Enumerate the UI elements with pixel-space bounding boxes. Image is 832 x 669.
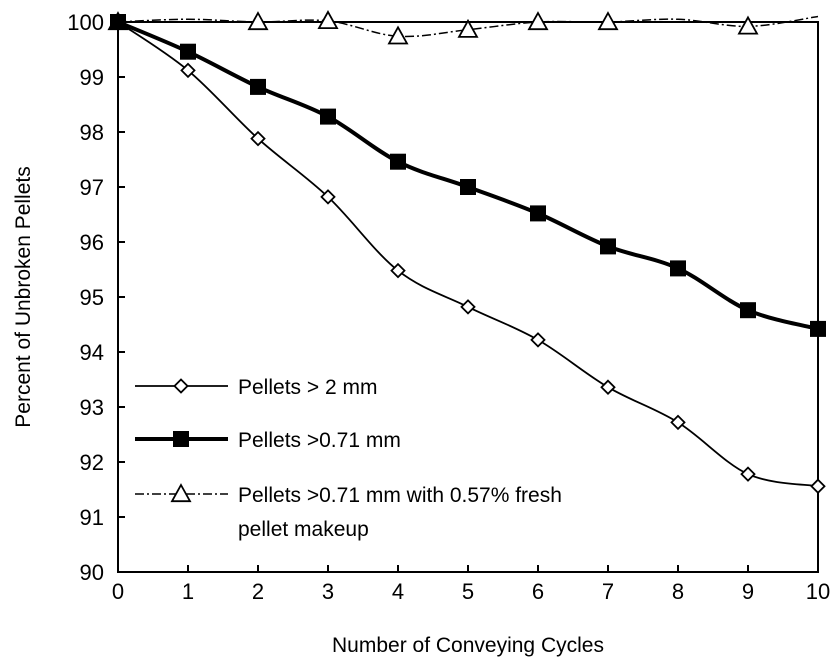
series-pellets-071mm-makeup-point: [457, 18, 479, 38]
legend-label: pellet makeup: [238, 518, 369, 541]
legend-marker: [173, 378, 189, 394]
series-pellets-071mm-makeup-point: [247, 11, 269, 31]
series-pellets-071mm-point: [530, 205, 546, 222]
y-tick-label: 94: [80, 340, 104, 365]
legend-item: Pellets >0.71 mm with 0.57% fresh pellet …: [135, 483, 562, 541]
x-tick-label: 10: [806, 579, 830, 604]
y-tick-label: 98: [80, 120, 104, 145]
series-pellets-071mm-makeup-point: [527, 11, 549, 31]
y-tick-label: 97: [80, 175, 104, 200]
series-pellets-2mm-point: [530, 332, 546, 348]
legend-label: Pellets >0.71 mm: [238, 429, 401, 452]
y-tick-label: 99: [80, 65, 104, 90]
series-pellets-2mm-point: [320, 189, 336, 205]
y-tick-label: 96: [80, 230, 104, 255]
y-tick-label: 90: [80, 560, 104, 585]
x-tick-label: 6: [532, 579, 544, 604]
series-pellets-2mm-point: [670, 414, 686, 431]
series-pellets-071mm-makeup-point: [387, 25, 409, 45]
series-pellets-071mm-point: [180, 43, 196, 60]
x-tick-label: 4: [392, 579, 404, 604]
legend-marker: [170, 483, 192, 503]
x-tick-label: 8: [672, 579, 684, 604]
x-tick-label: 5: [462, 579, 474, 604]
series-pellets-2mm-point: [740, 466, 756, 482]
series-pellets-071mm-point: [670, 260, 686, 277]
axis-ticks: 0 1 2 3 4 5 6 7 8 9 10 90 91 92 93 94 95 96 97 98 99 100: [67, 10, 830, 604]
x-tick-label: 7: [602, 579, 614, 604]
x-tick-label: 0: [112, 579, 124, 604]
series-pellets-071mm-makeup-point: [737, 15, 759, 35]
series-pellets-071mm: [110, 14, 826, 337]
legend-label: Pellets >0.71 mm with 0.57% fresh: [238, 484, 562, 507]
series-pellets-2mm-point: [390, 262, 406, 279]
x-tick-label: 2: [252, 579, 264, 604]
y-axis-label: Percent of Unbroken Pellets: [12, 166, 35, 427]
series-pellets-071mm-makeup: [107, 10, 819, 45]
legend-item: Pellets > 2 mm: [135, 376, 377, 399]
series-pellets-071mm-point: [460, 179, 476, 195]
series-pellets-071mm-makeup-point: [317, 10, 339, 30]
y-tick-label: 91: [80, 505, 104, 530]
series-pellets-2mm-point: [250, 130, 266, 147]
series-layer: [107, 10, 826, 494]
legend: Pellets > 2 mm Pellets >0.71 mm Pellets >0…: [135, 376, 562, 541]
y-tick-label: 93: [80, 395, 104, 420]
series-pellets-2mm-point: [810, 478, 826, 494]
series-pellets-2mm-line: [117, 21, 819, 488]
series-pellets-071mm-point: [390, 153, 406, 170]
series-pellets-2mm: [110, 14, 826, 494]
x-tick-label: 3: [322, 579, 334, 604]
x-tick-label: 9: [742, 579, 754, 604]
y-tick-label: 100: [67, 10, 104, 35]
series-pellets-2mm-point: [600, 379, 616, 395]
series-pellets-071mm-point: [320, 108, 336, 125]
series-pellets-2mm-point: [180, 62, 196, 79]
x-tick-label: 1: [182, 579, 194, 604]
series-pellets-071mm-point: [250, 78, 266, 95]
y-tick-label: 95: [80, 285, 104, 310]
legend-marker: [173, 431, 189, 447]
series-pellets-071mm-point: [740, 302, 756, 319]
series-pellets-071mm-makeup-point: [597, 11, 619, 31]
series-pellets-071mm-point: [600, 238, 616, 255]
legend-item: Pellets >0.71 mm: [135, 429, 401, 452]
x-axis-label: Number of Conveying Cycles: [332, 634, 604, 657]
y-tick-label: 92: [80, 450, 104, 475]
series-pellets-071mm-line: [117, 20, 819, 331]
legend-label: Pellets > 2 mm: [238, 376, 377, 399]
series-pellets-2mm-point: [460, 299, 476, 315]
series-pellets-071mm-point: [810, 320, 826, 337]
